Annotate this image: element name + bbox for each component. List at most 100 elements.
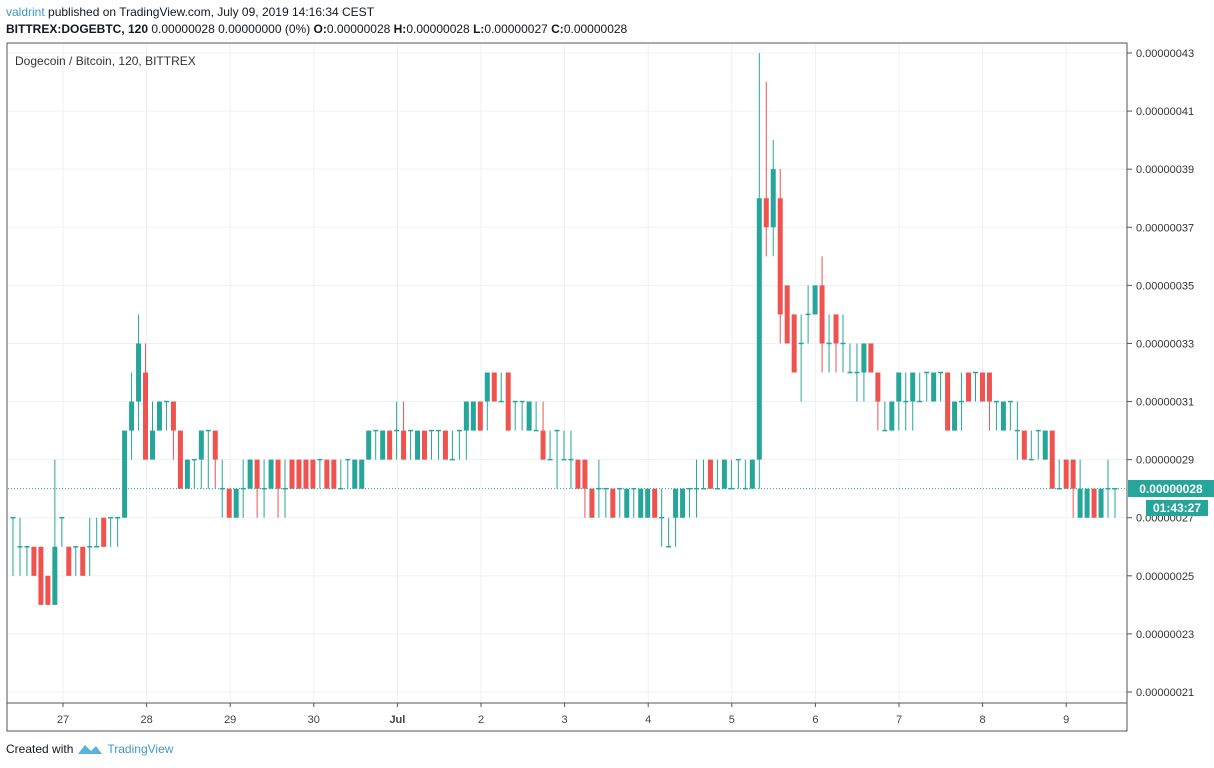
candle — [1056, 459, 1062, 490]
candle — [721, 459, 727, 489]
candle — [603, 487, 609, 518]
chart-title: Dogecoin / Bitcoin, 120, BITTREX — [15, 54, 196, 68]
candle — [449, 430, 455, 461]
candle — [854, 343, 860, 402]
candle-body — [819, 285, 825, 344]
candle — [519, 400, 525, 431]
candle — [659, 488, 665, 547]
candle-body — [101, 517, 107, 547]
candle — [268, 459, 274, 489]
candle — [861, 343, 867, 402]
candle — [554, 429, 560, 489]
candle — [673, 488, 679, 547]
candle — [889, 401, 895, 431]
y-tick-label: 0.00000043 — [1136, 48, 1194, 60]
candle — [979, 372, 985, 402]
candle — [833, 314, 839, 373]
candle — [840, 314, 846, 373]
tradingview-logo-icon — [78, 745, 103, 754]
candle-body — [582, 459, 588, 489]
author-link[interactable]: valdrint — [6, 5, 45, 19]
x-tick-label: 2 — [478, 714, 484, 726]
x-tick-label: 28 — [140, 714, 152, 726]
candle — [596, 459, 602, 518]
candle — [617, 487, 623, 518]
candle — [352, 459, 358, 489]
y-tick-label: 0.00000021 — [1136, 687, 1194, 699]
candle-body — [122, 430, 128, 518]
candle — [707, 459, 713, 489]
candle — [917, 372, 923, 403]
tradingview-link[interactable]: TradingView — [107, 742, 174, 756]
candle — [924, 371, 930, 402]
candle — [38, 546, 44, 605]
candle-body — [1077, 488, 1083, 518]
candle — [680, 488, 686, 518]
candle-body — [784, 285, 790, 344]
candle — [1077, 459, 1083, 518]
symbol-info: BITTREX:DOGEBTC, 120 0.00000028 0.000000… — [6, 22, 627, 36]
candle-body — [226, 488, 232, 518]
high-label: H: — [393, 22, 407, 36]
x-tick-label: 9 — [1063, 714, 1069, 726]
candle — [993, 400, 999, 431]
candle-body — [177, 430, 183, 489]
candle-body — [749, 459, 755, 489]
candle — [945, 372, 951, 431]
candle-body — [707, 459, 713, 489]
candle — [645, 488, 651, 518]
candle-body — [1042, 430, 1048, 460]
candle — [1042, 430, 1048, 460]
candle — [240, 459, 246, 518]
candle — [1063, 459, 1069, 489]
candle-body — [896, 372, 902, 402]
candle — [415, 430, 421, 460]
candle — [1035, 429, 1041, 460]
candle-body — [1091, 488, 1097, 518]
candle-body — [645, 488, 651, 518]
candle-body — [1063, 459, 1069, 489]
candle — [1084, 488, 1090, 518]
candle-body — [212, 430, 218, 460]
price-axis[interactable]: 0.00000043 0.00000041 0.00000039 0.00000037… — [1127, 48, 1194, 699]
candle — [143, 343, 149, 460]
high-value: 0.00000028 — [406, 22, 470, 36]
candle-body — [247, 459, 253, 489]
y-tick-label: 0.00000037 — [1136, 222, 1194, 234]
candle — [561, 430, 567, 461]
candle-body — [401, 430, 407, 460]
candle — [652, 488, 658, 518]
candle — [728, 459, 734, 490]
candle — [882, 401, 888, 432]
candle — [191, 458, 197, 489]
candle-body — [812, 285, 818, 315]
candle-body — [673, 488, 679, 518]
candle-body — [979, 372, 985, 402]
candle — [380, 430, 386, 460]
candle — [317, 458, 323, 489]
x-tick-label: Jul — [389, 714, 405, 726]
x-tick-label: 3 — [562, 714, 568, 726]
close-value: 0.00000028 — [563, 22, 628, 36]
candle — [910, 372, 916, 431]
candle-body — [38, 546, 44, 605]
candle-body — [756, 198, 762, 460]
candle-body — [791, 314, 797, 373]
candle-body — [184, 459, 190, 489]
low-value: 0.00000027 — [484, 22, 548, 36]
candle — [875, 372, 881, 431]
candle-body — [289, 459, 295, 489]
candle — [470, 401, 476, 431]
candle-body — [910, 372, 916, 402]
y-tick-label: 0.00000031 — [1136, 397, 1194, 409]
candle — [1091, 488, 1097, 518]
x-tick-label: 8 — [980, 714, 986, 726]
candle-body — [652, 488, 658, 518]
close-label: C: — [551, 22, 564, 36]
candle — [896, 372, 902, 431]
candle-body — [505, 372, 511, 431]
candle — [435, 429, 441, 460]
candle — [80, 546, 86, 576]
candle-body — [463, 401, 469, 431]
